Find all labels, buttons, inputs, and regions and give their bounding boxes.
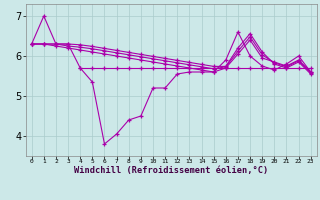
X-axis label: Windchill (Refroidissement éolien,°C): Windchill (Refroidissement éolien,°C) — [74, 166, 268, 175]
